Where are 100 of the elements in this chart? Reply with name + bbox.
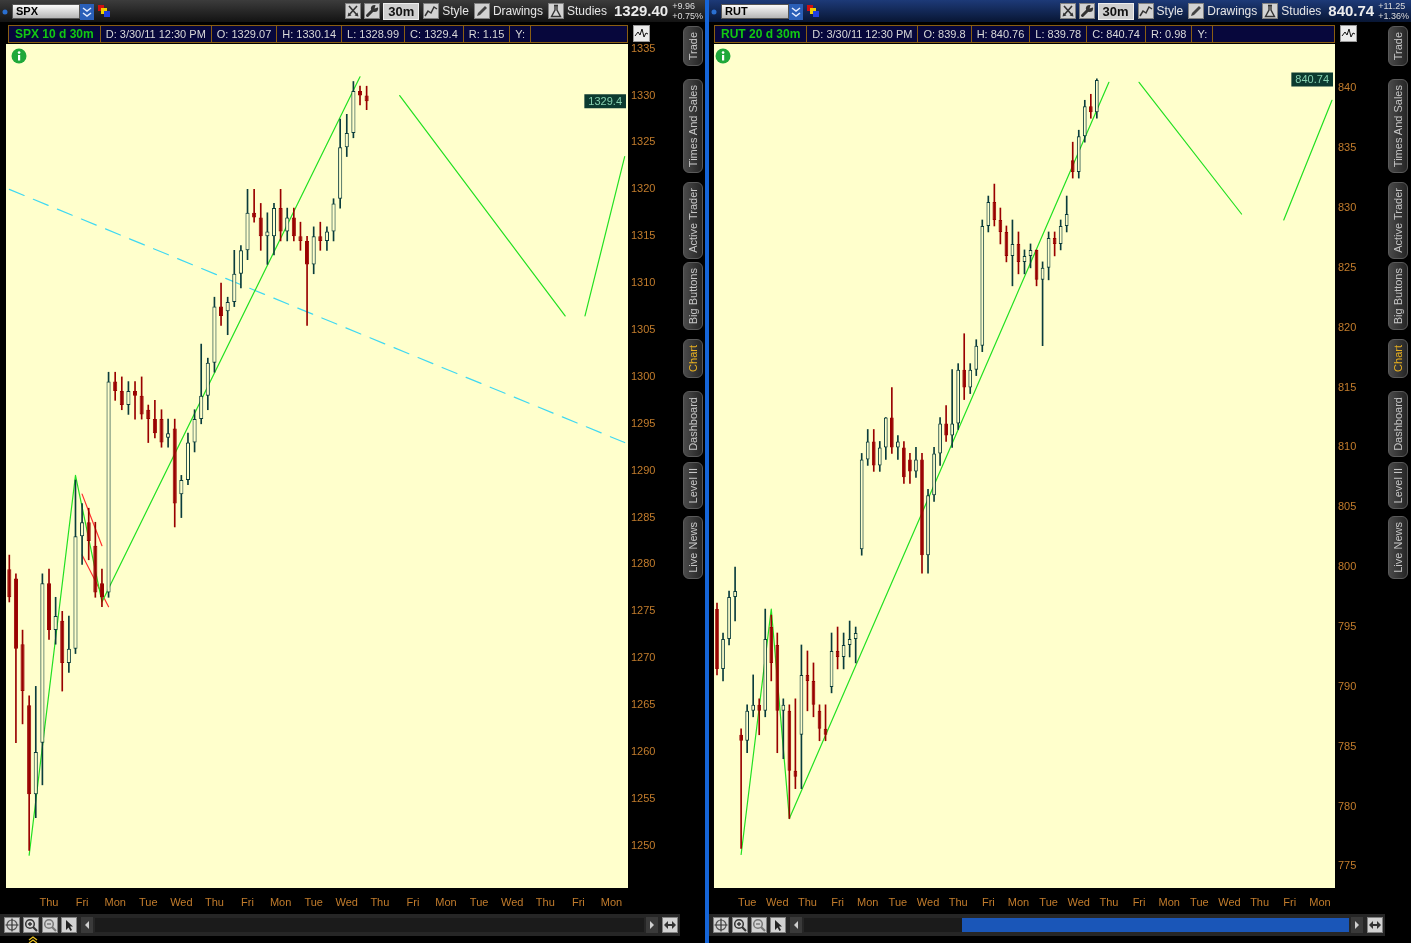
text: H: 1330.14 — [277, 26, 343, 42]
x-tick-label: Tue — [1190, 895, 1209, 908]
y-tick-label: 1250 — [631, 838, 656, 851]
candlestick — [739, 728, 743, 849]
x-tick-label: Thu — [370, 895, 390, 908]
candlestick — [245, 189, 250, 261]
sidebar-tab: Chart — [1388, 339, 1408, 378]
x-tick-label: Mon — [1309, 895, 1331, 908]
y-tick-label: 780 — [1338, 799, 1357, 812]
candlestick — [1088, 93, 1093, 119]
sidebar-tab: Times And Sales — [1388, 79, 1408, 174]
candlestick — [80, 503, 85, 565]
text: H: 840.76 — [971, 26, 1031, 42]
y-tick-label: 1330 — [631, 88, 656, 101]
text: C: 840.74 — [1087, 26, 1146, 42]
x-tick-label: Fri — [981, 895, 995, 908]
text: +11.25 — [1378, 1, 1407, 11]
x-tick-label: Wed — [335, 895, 358, 908]
annotation: 1329.4 — [588, 94, 623, 107]
y-tick-label: 1335 — [631, 41, 656, 54]
x-tick-label: Wed — [170, 895, 193, 908]
x-tick-label: Mon — [1158, 895, 1180, 908]
candlestick — [278, 189, 283, 242]
x-tick-label: Fri — [406, 895, 420, 908]
candlestick — [902, 441, 906, 484]
candlestick — [896, 435, 900, 460]
symbol-field: RUT — [721, 4, 789, 19]
sidebar-tab: Active Trader — [1388, 182, 1408, 259]
text: 840.74 — [1328, 2, 1375, 19]
candlestick — [859, 453, 864, 556]
candlestick — [166, 418, 171, 448]
candlestick — [986, 195, 991, 233]
y-tick-label: 1275 — [631, 604, 656, 617]
candlestick — [60, 611, 65, 692]
candlestick — [715, 602, 719, 676]
x-tick-label: Thu — [1250, 895, 1270, 908]
x-tick-label: Fri — [75, 895, 89, 908]
y-tick-label: 1300 — [631, 369, 656, 382]
text: 1329.40 — [613, 2, 669, 19]
candlestick — [93, 521, 98, 598]
candlestick — [847, 620, 852, 658]
sidebar-tab: Dashboard — [1388, 391, 1408, 457]
x-tick-label: Fri — [1132, 895, 1146, 908]
candlestick — [40, 573, 45, 786]
candlestick — [871, 429, 876, 472]
candlestick — [107, 371, 110, 598]
candlestick — [727, 590, 731, 646]
y-tick-label: 1315 — [631, 229, 656, 242]
candlestick — [172, 418, 177, 528]
candlestick — [908, 453, 912, 484]
candlestick — [865, 429, 870, 466]
candlestick — [1058, 219, 1063, 251]
x-tick-label: Tue — [888, 895, 908, 908]
x-tick-label: Fri — [831, 895, 844, 908]
text: O: 1329.07 — [211, 26, 278, 42]
candlestick — [889, 387, 894, 454]
candlestick — [119, 376, 124, 411]
candlestick — [721, 632, 725, 682]
candlestick — [192, 409, 197, 453]
text: 30m — [383, 2, 420, 20]
candlestick — [932, 447, 936, 502]
candlestick — [86, 507, 91, 561]
candlestick — [877, 441, 882, 472]
candlestick — [992, 183, 997, 227]
y-tick-label: 840 — [1338, 81, 1357, 94]
candlestick — [962, 333, 967, 400]
candlestick — [1052, 231, 1057, 257]
candlestick — [920, 453, 924, 574]
y-tick-label: 1305 — [631, 323, 656, 336]
x-tick-label: Fri — [1283, 895, 1297, 908]
candlestick — [66, 615, 71, 673]
sidebar-tab: Level II — [1388, 462, 1408, 510]
chart-title: RUT 20 d 30m — [715, 26, 808, 42]
x-tick-label: Thu — [535, 895, 555, 908]
sidebar-tab: Trade — [1388, 26, 1408, 67]
candlestick — [258, 203, 263, 251]
sidebar-tab: Big Buttons — [683, 262, 703, 331]
candlestick — [1082, 99, 1087, 143]
y-tick-label: 795 — [1338, 620, 1357, 633]
sidebar-tab: Active Trader — [683, 182, 703, 259]
candlestick — [974, 339, 979, 376]
candlestick — [20, 629, 25, 725]
y-tick-label: 785 — [1338, 739, 1357, 752]
y-tick-label: 1270 — [631, 651, 656, 664]
text: O: 839.8 — [918, 26, 972, 42]
y-tick-label: 1265 — [631, 698, 656, 711]
sidebar-tab: Live News — [683, 516, 703, 579]
text: Y: — [510, 26, 532, 42]
y-tick-label: 805 — [1338, 500, 1357, 513]
y-tick-label: 1285 — [631, 510, 656, 523]
candlestick — [944, 405, 948, 442]
candlestick — [318, 221, 323, 251]
candlestick — [232, 249, 237, 307]
candlestick — [73, 479, 78, 654]
x-tick-label: Mon — [1007, 895, 1030, 908]
x-tick-label: Thu — [39, 895, 59, 908]
y-tick-label: 800 — [1338, 560, 1357, 573]
x-tick-label: Tue — [469, 895, 489, 908]
x-tick-label: Mon — [269, 895, 292, 908]
text: L: 1328.99 — [342, 26, 406, 42]
